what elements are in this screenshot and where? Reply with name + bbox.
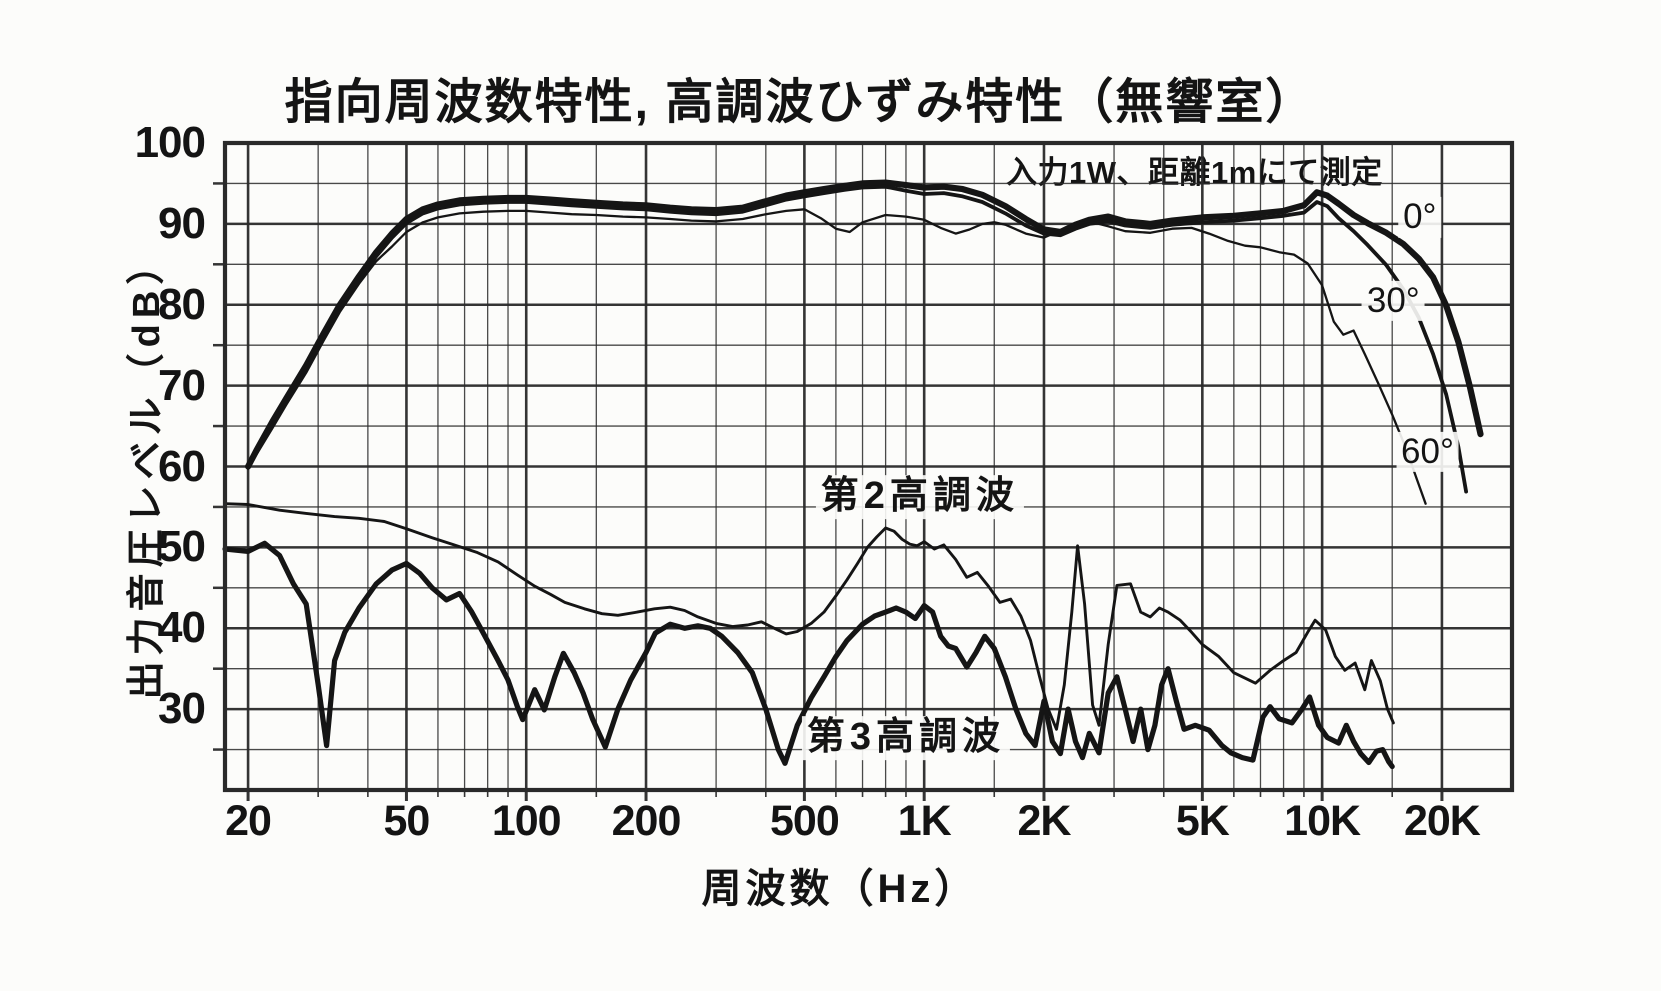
plot-border <box>222 140 1515 793</box>
curve-response-60deg <box>246 208 1427 505</box>
chart-title: 指向周波数特性, 高調波ひずみ特性（無響室） <box>284 76 1316 129</box>
x-tick-label: 20 <box>225 797 272 845</box>
curve-response-0deg <box>245 179 1484 470</box>
x-tick-label: 1K <box>897 797 952 845</box>
curve-third-harmonic <box>222 540 1395 770</box>
y-tick-label: 100 <box>134 118 206 167</box>
y-tick-label: 50 <box>158 522 206 572</box>
curve-label-0deg: 0° <box>1398 197 1442 238</box>
curve-label-3rd-harmonic: 第3高調波 <box>801 716 1011 761</box>
y-tick-label: 60 <box>158 441 206 491</box>
y-tick-label: 70 <box>158 360 206 410</box>
curve-label-60deg: 60° <box>1396 431 1459 473</box>
curve-label-2nd-harmonic: 第2高調波 <box>815 475 1024 520</box>
x-tick-label: 100 <box>491 797 562 845</box>
curve-second-harmonic <box>223 502 1395 731</box>
x-tick-label: 10K <box>1284 797 1361 845</box>
x-tick-label: 20K <box>1403 797 1481 845</box>
x-tick-label: 200 <box>611 797 682 845</box>
y-tick-label: 90 <box>158 198 206 248</box>
y-tick-label: 40 <box>158 603 206 653</box>
measurement-condition-note: 入力1W、距離1mにて測定 <box>1006 155 1383 190</box>
y-tick-label: 30 <box>158 684 206 734</box>
curve-label-30deg: 30° <box>1361 280 1425 321</box>
curve-response-30deg <box>246 184 1468 494</box>
x-axis-title: 周波数（Hz） <box>701 867 979 911</box>
y-tick-label: 80 <box>158 279 206 329</box>
x-tick-label: 2K <box>1017 797 1071 845</box>
x-tick-label: 500 <box>770 797 840 845</box>
x-tick-label: 50 <box>383 797 431 845</box>
x-tick-label: 5K <box>1175 797 1230 845</box>
